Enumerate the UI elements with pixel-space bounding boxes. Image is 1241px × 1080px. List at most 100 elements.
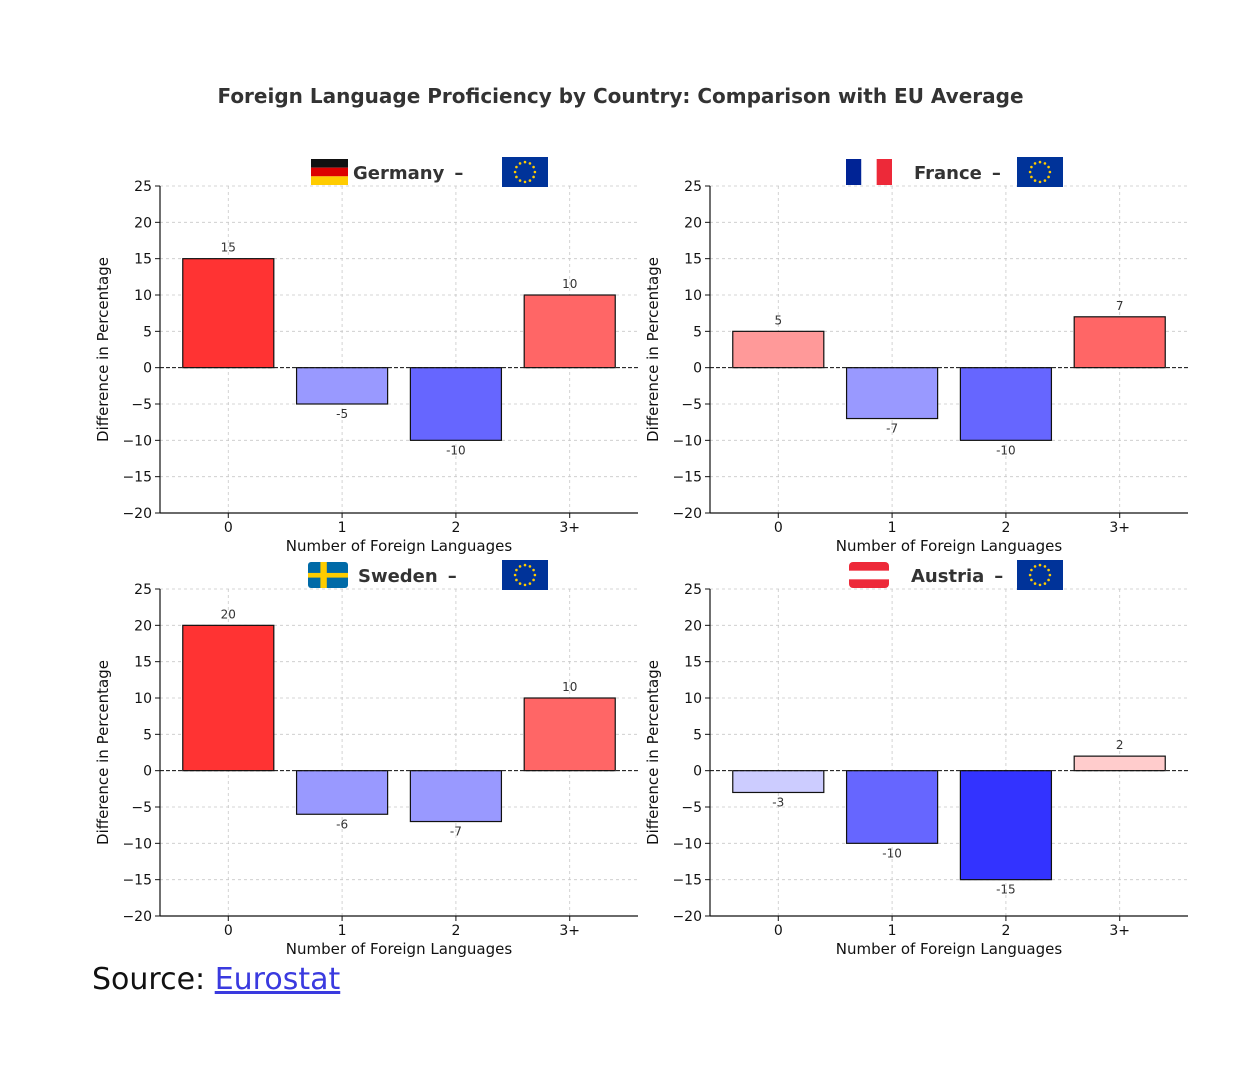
y-tick-label: 0 [693, 764, 702, 780]
data-label: -6 [336, 817, 348, 831]
y-tick-label: 0 [693, 361, 702, 377]
panel-title-country: Germany [353, 163, 445, 184]
y-tick-label: −5 [681, 800, 702, 816]
bar-2 [409, 367, 503, 441]
x-tick-label: 2 [1001, 923, 1010, 939]
y-tick-label: 20 [134, 618, 152, 634]
bar-3+ [523, 697, 616, 772]
panel-title-country: Sweden [358, 566, 438, 587]
y-tick-label: 20 [134, 215, 152, 231]
data-label: -10 [996, 443, 1016, 457]
source-label: Source: [92, 962, 206, 997]
x-tick-label: 0 [774, 923, 783, 939]
x-tick-label: 0 [224, 923, 233, 939]
flag-france-icon [846, 159, 892, 185]
bar-1 [295, 770, 389, 815]
source-line: Source: Eurostat [92, 962, 340, 997]
panel-sweden: 25 20 15 10 5 0 −5 −10 −15 −20 0 1 2 3+ 20 -6 -7 10 Number… [94, 560, 638, 958]
y-tick-label: 10 [134, 691, 152, 707]
data-label: 10 [562, 277, 577, 291]
x-tick-label: 3+ [559, 923, 580, 939]
y-tick-label: −20 [122, 506, 152, 522]
x-tick-label: 2 [451, 520, 460, 536]
panel-title-separator: – [454, 163, 463, 184]
x-tick-label: 1 [888, 520, 897, 536]
y-tick-label: 10 [684, 288, 702, 304]
data-label: -10 [446, 443, 466, 457]
data-label: 2 [1116, 738, 1124, 752]
y-tick-label: 5 [143, 324, 152, 340]
y-tick-label: −15 [122, 470, 152, 486]
y-tick-label: −20 [672, 909, 702, 925]
y-tick-label: 5 [143, 727, 152, 743]
x-axis-title: Number of Foreign Languages [286, 940, 513, 958]
bar-3+ [1073, 755, 1166, 772]
y-tick-label: −10 [672, 836, 702, 852]
panel-france: 25 20 15 10 5 0 −5 −10 −15 −20 0 1 2 3+ 5 -7 -10 7 Number … [644, 157, 1188, 555]
y-tick-label: 15 [684, 655, 702, 671]
panel-title-separator: – [448, 566, 457, 587]
x-tick-label: 3+ [1109, 520, 1130, 536]
x-tick-label: 1 [338, 923, 347, 939]
panel-title-separator: – [992, 163, 1001, 184]
y-tick-label: −15 [122, 873, 152, 889]
x-axis-title: Number of Foreign Languages [286, 537, 513, 555]
y-tick-label: 0 [143, 764, 152, 780]
x-tick-label: 2 [451, 923, 460, 939]
data-label: -5 [336, 407, 348, 421]
y-tick-label: 25 [134, 179, 152, 195]
y-tick-label: 10 [134, 288, 152, 304]
data-label: 20 [221, 607, 236, 621]
y-tick-label: −15 [672, 470, 702, 486]
bar-0 [732, 770, 825, 794]
flag-austria-icon [849, 562, 889, 588]
bar-1 [295, 367, 389, 405]
x-tick-label: 1 [888, 923, 897, 939]
y-tick-label: −5 [681, 397, 702, 413]
bar-0 [182, 258, 275, 369]
bar-3+ [1073, 316, 1166, 369]
panel-germany: 25 20 15 10 5 0 −5 −10 −15 −20 0 1 2 3+ 15 -5 -10 10 Numbe… [94, 157, 638, 555]
data-label: 10 [562, 680, 577, 694]
y-tick-label: 20 [684, 215, 702, 231]
panel-title-separator: – [994, 566, 1003, 587]
flag-eu-icon [502, 560, 548, 590]
flag-eu-icon [502, 157, 548, 187]
data-label: -7 [886, 422, 898, 436]
y-tick-label: 15 [134, 252, 152, 268]
chart-title: Foreign Language Proficiency by Country:… [217, 84, 1024, 108]
y-axis-title: Difference in Percentage [94, 660, 112, 845]
y-tick-label: −10 [122, 433, 152, 449]
x-tick-label: 2 [1001, 520, 1010, 536]
y-axis-title: Difference in Percentage [644, 257, 662, 442]
x-axis-title: Number of Foreign Languages [836, 537, 1063, 555]
x-tick-label: 0 [774, 520, 783, 536]
y-tick-label: 20 [684, 618, 702, 634]
y-tick-label: 15 [684, 252, 702, 268]
bar-1 [845, 367, 939, 420]
y-tick-label: 10 [684, 691, 702, 707]
data-label: 5 [774, 313, 782, 327]
bar-0 [732, 330, 825, 369]
data-label: 7 [1116, 299, 1124, 313]
y-tick-label: 25 [134, 582, 152, 598]
y-tick-label: −10 [672, 433, 702, 449]
y-tick-label: −15 [672, 873, 702, 889]
bar-2 [409, 770, 503, 823]
panel-title-country: Austria [911, 566, 984, 587]
flag-germany-icon [311, 159, 348, 185]
y-tick-label: 5 [693, 727, 702, 743]
x-tick-label: 3+ [559, 520, 580, 536]
y-tick-label: 25 [684, 179, 702, 195]
y-tick-label: −20 [122, 909, 152, 925]
data-label: -7 [450, 825, 462, 839]
x-tick-label: 3+ [1109, 923, 1130, 939]
data-label: -15 [996, 883, 1016, 897]
y-axis-title: Difference in Percentage [644, 660, 662, 845]
x-tick-label: 1 [338, 520, 347, 536]
flag-eu-icon [1017, 560, 1063, 590]
source-link[interactable]: Eurostat [214, 962, 341, 997]
panel-title-country: France [914, 163, 982, 184]
y-tick-label: −10 [122, 836, 152, 852]
